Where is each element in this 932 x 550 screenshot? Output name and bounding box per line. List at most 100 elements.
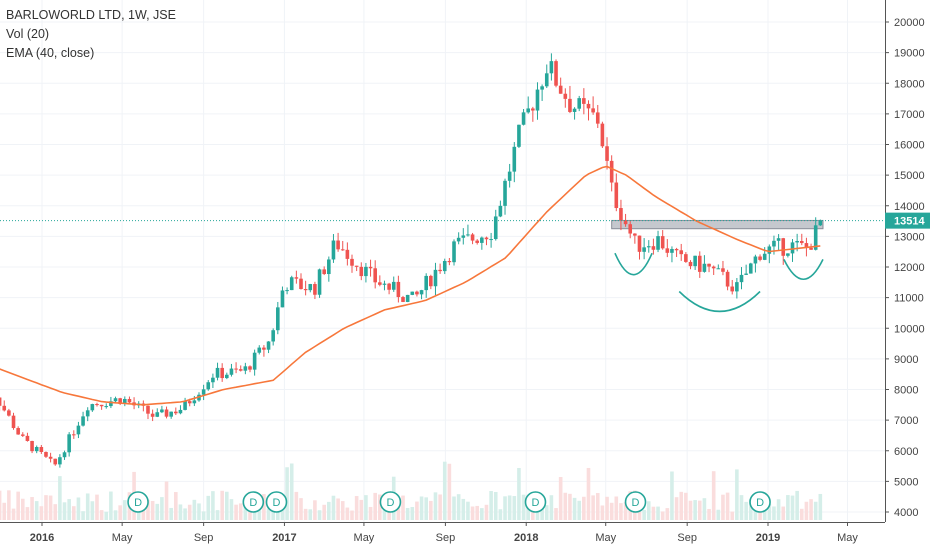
candle[interactable]	[674, 248, 679, 251]
candle[interactable]	[670, 248, 674, 253]
candle[interactable]	[7, 410, 11, 416]
candle[interactable]	[25, 435, 30, 441]
candle[interactable]	[266, 341, 271, 350]
candle[interactable]	[572, 108, 577, 112]
candle[interactable]	[595, 112, 600, 124]
candle[interactable]	[697, 255, 702, 272]
candle[interactable]	[303, 289, 308, 291]
dividend-marker[interactable]: D	[265, 491, 288, 513]
candle[interactable]	[614, 182, 619, 209]
candle[interactable]	[373, 268, 377, 283]
candle[interactable]	[665, 248, 670, 253]
candle[interactable]	[767, 246, 772, 254]
x-axis[interactable]: 2016 May Sep 2017 May Sep 2018 May Sep 2019 May	[0, 522, 932, 550]
candle[interactable]	[178, 409, 183, 414]
candle[interactable]	[730, 286, 735, 292]
candle[interactable]	[466, 234, 470, 236]
candle[interactable]	[192, 400, 197, 404]
candle[interactable]	[716, 268, 721, 270]
candle[interactable]	[174, 411, 178, 414]
candle[interactable]	[609, 160, 614, 183]
candle[interactable]	[405, 294, 410, 302]
candle[interactable]	[183, 401, 187, 410]
candle[interactable]	[679, 250, 684, 255]
candle[interactable]	[438, 269, 442, 272]
candle[interactable]	[53, 458, 58, 465]
candle[interactable]	[642, 247, 646, 252]
candle[interactable]	[693, 255, 697, 267]
candle[interactable]	[123, 398, 127, 404]
candle[interactable]	[688, 261, 693, 267]
candle[interactable]	[229, 368, 234, 375]
candle[interactable]	[739, 274, 744, 283]
candle[interactable]	[359, 266, 364, 277]
candle[interactable]	[684, 254, 688, 262]
candle[interactable]	[243, 366, 248, 371]
candle[interactable]	[340, 249, 345, 251]
candle[interactable]	[104, 406, 109, 408]
candle[interactable]	[85, 410, 90, 417]
candle[interactable]	[44, 452, 48, 457]
candle[interactable]	[2, 405, 7, 411]
candle[interactable]	[568, 98, 572, 112]
candle[interactable]	[90, 404, 95, 411]
candle[interactable]	[350, 258, 354, 266]
candle[interactable]	[600, 123, 605, 147]
candle[interactable]	[109, 401, 113, 407]
candle[interactable]	[419, 290, 424, 295]
candle[interactable]	[410, 291, 415, 295]
candle[interactable]	[257, 347, 262, 353]
candle[interactable]	[540, 86, 544, 90]
candle[interactable]	[30, 440, 34, 452]
candle[interactable]	[484, 237, 489, 240]
candle[interactable]	[456, 237, 461, 242]
candle[interactable]	[558, 85, 563, 94]
candle[interactable]	[813, 225, 818, 250]
candle[interactable]	[475, 240, 480, 243]
candle[interactable]	[299, 278, 303, 290]
candle[interactable]	[215, 367, 220, 378]
candle[interactable]	[262, 347, 266, 350]
candle[interactable]	[521, 112, 526, 125]
candle[interactable]	[317, 269, 322, 295]
candle[interactable]	[535, 89, 540, 111]
dividend-marker[interactable]: D	[242, 491, 265, 513]
candle[interactable]	[48, 456, 53, 459]
candle[interactable]	[169, 411, 173, 417]
candle[interactable]	[526, 108, 531, 113]
candle[interactable]	[396, 281, 401, 298]
candle[interactable]	[762, 253, 767, 260]
dividend-marker[interactable]: D	[524, 491, 547, 513]
candle[interactable]	[795, 240, 799, 243]
candle[interactable]	[99, 404, 104, 407]
candle[interactable]	[781, 238, 786, 256]
candle[interactable]	[809, 247, 813, 250]
candle[interactable]	[582, 98, 586, 104]
candle[interactable]	[201, 389, 206, 395]
candle[interactable]	[772, 240, 776, 247]
candle[interactable]	[619, 208, 623, 221]
candle[interactable]	[364, 266, 368, 277]
candle[interactable]	[480, 237, 484, 243]
candle[interactable]	[442, 261, 447, 272]
candle[interactable]	[702, 263, 707, 272]
candle[interactable]	[721, 268, 725, 272]
candle[interactable]	[155, 412, 160, 417]
dividend-marker[interactable]: D	[379, 491, 402, 513]
candle[interactable]	[378, 282, 382, 285]
candle[interactable]	[276, 307, 280, 331]
candle[interactable]	[401, 297, 405, 302]
candle[interactable]	[322, 269, 326, 275]
candle[interactable]	[790, 242, 795, 254]
candle[interactable]	[76, 425, 81, 435]
candle[interactable]	[39, 447, 44, 453]
candle[interactable]	[271, 330, 275, 342]
candle[interactable]	[62, 452, 67, 458]
y-axis[interactable]: 4000 5000 6000 7000 8000 9000 10000 11000 12000 1…	[885, 0, 932, 550]
candle[interactable]	[563, 93, 568, 99]
candle[interactable]	[799, 240, 804, 244]
candle[interactable]	[452, 241, 456, 263]
candle[interactable]	[786, 253, 790, 256]
candle[interactable]	[424, 275, 428, 291]
